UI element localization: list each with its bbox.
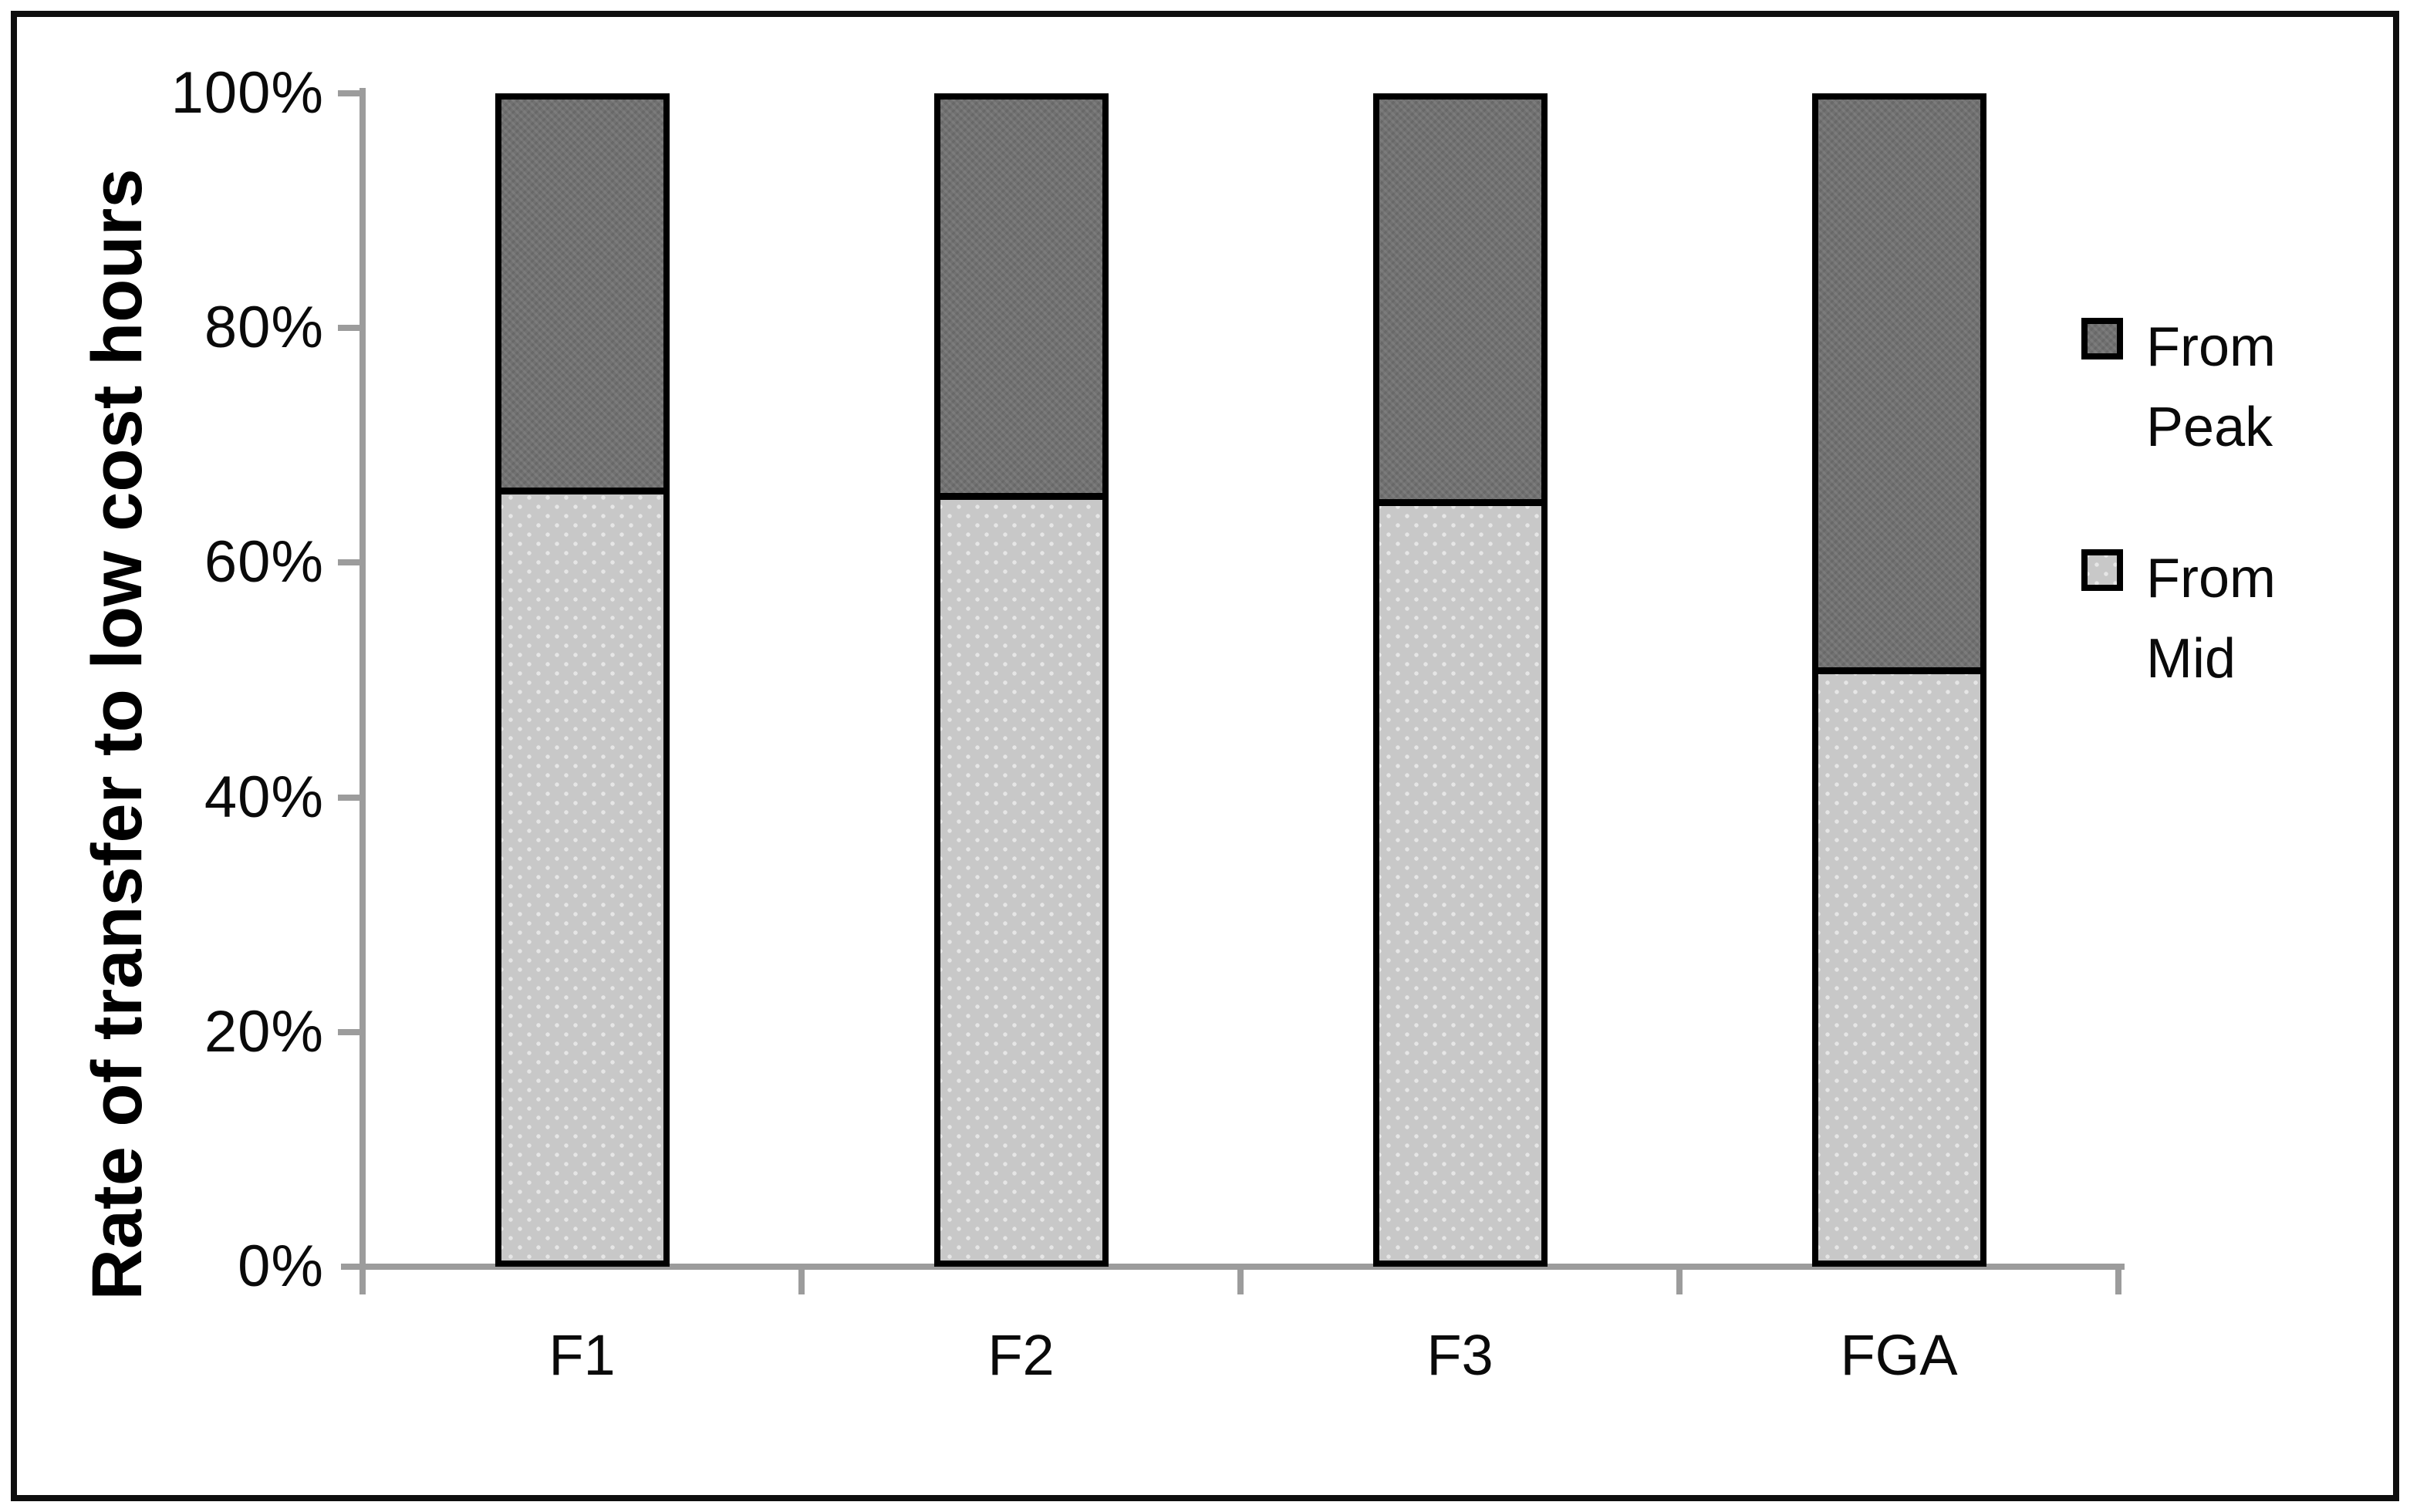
y-tick-mark [338,794,363,801]
legend-label: From Mid [2146,548,2276,690]
x-tick-mark [798,1270,805,1294]
x-tick-mark [359,1270,366,1294]
y-tick-mark [338,325,363,332]
x-tick-label: F2 [987,1323,1055,1387]
y-tick-label: 60% [204,529,324,596]
legend-entry-from-mid: From Mid [2081,538,2331,699]
chart-frame [11,11,2399,1501]
bar-segment-from-peak [1818,100,1980,674]
y-axis-line [359,88,366,1293]
bar-f2 [933,93,1109,1267]
y-axis-title: Rate of transfer to low cost hours [78,168,157,1301]
y-tick-label: 40% [204,764,324,830]
x-tick-mark [1676,1270,1683,1294]
bar-segment-from-peak [1379,100,1541,506]
legend-swatch-from-mid [2081,549,2123,591]
legend-swatch-from-peak [2081,318,2123,359]
legend-entry-from-peak: From Peak [2081,307,2331,467]
x-tick-label: F1 [548,1323,616,1387]
x-tick-mark [2115,1270,2121,1294]
x-tick-label: F3 [1426,1323,1494,1387]
y-tick-label: 20% [204,998,324,1065]
bar-f1 [494,93,670,1267]
y-tick-mark [338,90,363,96]
y-tick-mark [338,559,363,566]
bar-f3 [1372,93,1548,1267]
y-tick-label: 0% [238,1234,324,1299]
y-tick-label: 80% [204,295,324,361]
bar-segment-from-peak [940,100,1102,501]
bar-fga [1811,93,1986,1267]
y-tick-mark [338,1028,363,1035]
legend-label: From Peak [2146,316,2276,458]
x-tick-label: FGA [1840,1323,1958,1387]
y-tick-label: 100% [170,60,324,126]
bar-segment-from-peak [501,100,663,494]
legend: From Peak From Mid [2081,307,2331,699]
x-axis-line [341,1264,2125,1270]
x-tick-mark [1237,1270,1244,1294]
